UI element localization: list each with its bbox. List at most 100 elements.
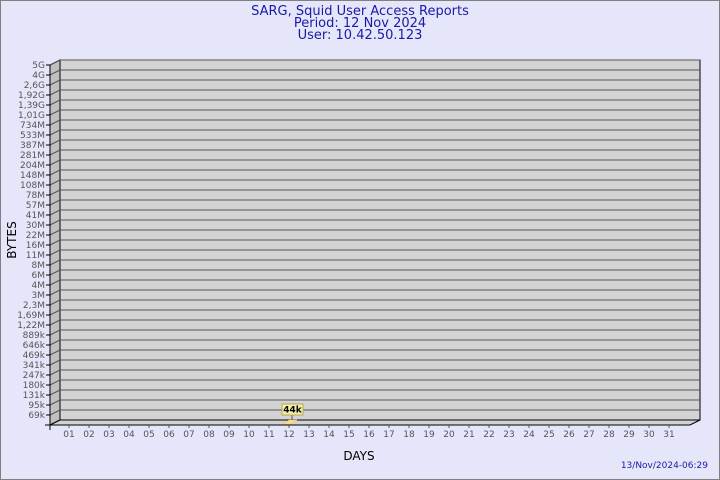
generated-timestamp: 13/Nov/2024-06:29 <box>620 461 708 471</box>
x-tick-label: 11 <box>263 430 274 440</box>
gridline-side <box>49 79 61 86</box>
x-tick-label: 02 <box>83 430 94 440</box>
gridline-side <box>49 199 61 206</box>
x-tick-label: 16 <box>363 430 375 440</box>
gridline-side <box>49 109 61 116</box>
x-tick-label: 25 <box>543 430 554 440</box>
x-tick-label: 19 <box>423 430 435 440</box>
gridline-side <box>49 229 61 236</box>
gridline-side <box>49 219 61 226</box>
gridline-side <box>49 309 61 316</box>
y-axis-label: BYTES <box>5 221 19 258</box>
x-tick-label: 04 <box>123 430 135 440</box>
floor <box>49 419 701 426</box>
gridline-side <box>49 389 61 396</box>
y-tick-label: 1,01G <box>18 111 45 121</box>
x-tick-label: 27 <box>583 430 594 440</box>
gridline-side <box>49 119 61 126</box>
gridline-side <box>49 129 61 136</box>
y-tick-label: 22M <box>26 231 45 241</box>
x-tick-label: 07 <box>183 430 194 440</box>
gridline-side <box>49 89 61 96</box>
y-tick-label: 3M <box>32 291 46 301</box>
gridline-side <box>49 349 61 356</box>
y-tick-label: 6M <box>32 271 46 281</box>
y-tick-label: 2,6G <box>24 81 45 91</box>
x-tick-label: 09 <box>223 430 235 440</box>
y-tick-label: 8M <box>32 261 46 271</box>
chart-user: User: 10.42.50.123 <box>297 28 423 43</box>
gridline-side <box>49 339 61 346</box>
y-tick-label: 387M <box>20 141 45 151</box>
x-tick-label: 13 <box>303 430 314 440</box>
y-tick-label: 281M <box>20 151 45 161</box>
gridline-side <box>49 139 61 146</box>
y-tick-label: 341k <box>23 361 46 371</box>
y-tick-label: 69k <box>28 411 45 421</box>
y-tick-label: 16M <box>26 241 45 251</box>
x-tick-label: 12 <box>283 430 294 440</box>
y-tick-label: 108M <box>20 181 45 191</box>
x-tick-label: 23 <box>503 430 514 440</box>
x-tick-label: 05 <box>143 430 154 440</box>
x-tick-label: 08 <box>203 430 215 440</box>
y-tick-label: 1,92G <box>18 91 45 101</box>
y-tick-label: 5G <box>32 61 45 71</box>
y-tick-label: 78M <box>26 191 45 201</box>
gridline-side <box>49 329 61 336</box>
x-tick-label: 17 <box>383 430 394 440</box>
gridline-side <box>49 239 61 246</box>
x-tick-label: 18 <box>403 430 415 440</box>
x-tick-label: 30 <box>643 430 655 440</box>
gridline-side <box>49 169 61 176</box>
gridline-side <box>49 249 61 256</box>
gridline-side <box>49 409 61 416</box>
x-axis-label: DAYS <box>343 449 374 463</box>
bar-label-box <box>281 403 304 416</box>
chart-period: Period: 12 Nov 2024 <box>293 16 427 31</box>
chart-title: SARG, Squid User Access Reports <box>251 4 469 19</box>
x-tick-label: 06 <box>163 430 175 440</box>
gridline-side <box>49 259 61 266</box>
gridline-side <box>49 369 61 376</box>
y-tick-label: 1,22M <box>17 321 45 331</box>
gridline-side <box>49 149 61 156</box>
x-tick-label: 21 <box>463 430 474 440</box>
gridline-side <box>49 269 61 276</box>
y-tick-label: 469k <box>23 351 46 361</box>
y-tick-label: 1,69M <box>17 311 45 321</box>
y-tick-label: 180k <box>23 381 46 391</box>
bar-day-12 <box>282 419 298 425</box>
y-tick-label: 148M <box>20 171 45 181</box>
gridline-side <box>49 99 61 106</box>
x-tick-label: 10 <box>243 430 255 440</box>
gridline-side <box>49 399 61 406</box>
y-tick-label: 247k <box>23 371 46 381</box>
gridline-side <box>49 359 61 366</box>
y-tick-label: 646k <box>23 341 46 351</box>
x-tick-label: 24 <box>523 430 535 440</box>
y-tick-label: 41M <box>26 211 45 221</box>
x-tick-label: 26 <box>563 430 575 440</box>
y-tick-label: 4G <box>32 71 45 81</box>
x-tick-label: 20 <box>443 430 455 440</box>
gridline-side <box>49 279 61 286</box>
gridline-side <box>49 209 61 216</box>
y-tick-label: 734M <box>20 121 45 131</box>
gridline-side <box>49 179 61 186</box>
x-tick-label: 22 <box>483 430 494 440</box>
gridline-side <box>49 159 61 166</box>
gridline-side <box>49 59 61 66</box>
y-tick-label: 533M <box>20 131 45 141</box>
y-tick-label: 204M <box>20 161 45 171</box>
bar-data-label: 44k <box>283 406 303 416</box>
gridline-side <box>49 289 61 296</box>
gridline-side <box>49 69 61 76</box>
y-tick-label: 1,39G <box>18 101 45 111</box>
y-tick-label: 131k <box>23 391 46 401</box>
x-tick-label: 29 <box>623 430 635 440</box>
gridline-side <box>49 299 61 306</box>
gridline-side <box>49 379 61 386</box>
y-tick-label: 889k <box>23 331 46 341</box>
